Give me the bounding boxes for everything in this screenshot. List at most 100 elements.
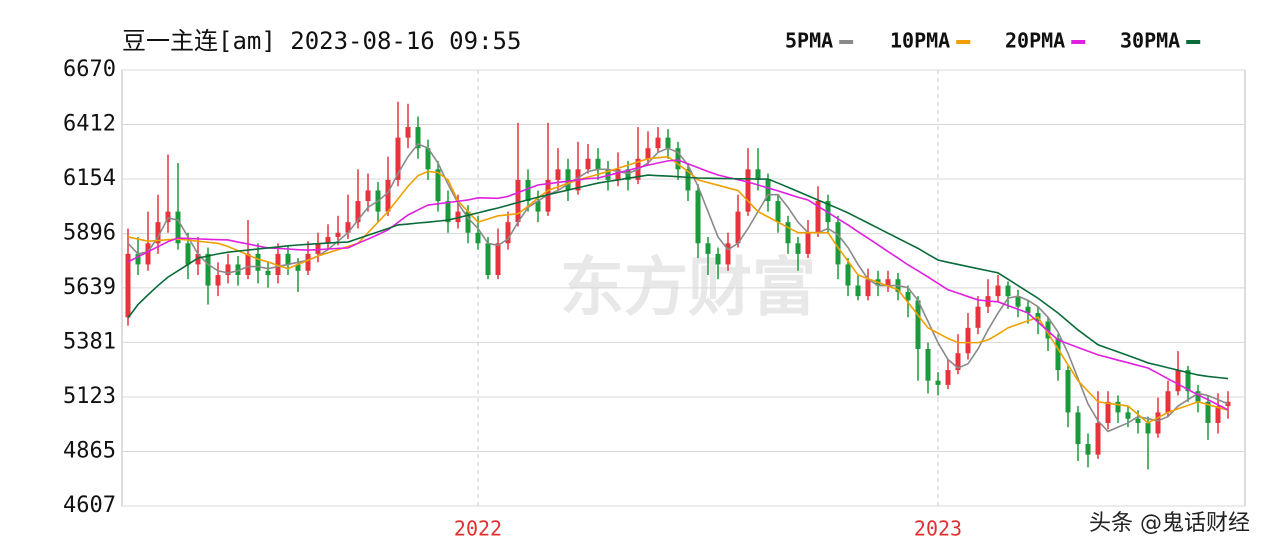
candle-body <box>955 353 961 371</box>
candle-body <box>385 179 391 212</box>
candle-body <box>275 253 281 276</box>
candle-body <box>605 169 611 180</box>
candle-body <box>455 211 461 223</box>
candle-body <box>535 201 541 212</box>
y-tick-label: 6154 <box>63 166 116 191</box>
candle-body <box>135 253 141 265</box>
candle-body <box>425 148 431 170</box>
candle-body <box>545 179 551 212</box>
candle-body <box>395 137 401 180</box>
candle-body <box>1155 412 1161 434</box>
candle-body <box>925 348 931 381</box>
candle-body <box>325 236 331 244</box>
candle-body <box>595 158 601 170</box>
candle-body <box>365 190 371 202</box>
candle-body <box>1025 306 1031 314</box>
candle-body <box>775 201 781 223</box>
chart-title: 豆一主连[am] 2023-08-16 09:55 <box>122 27 521 55</box>
candle-body <box>435 169 441 202</box>
candle-body <box>155 222 161 244</box>
candle-body <box>555 169 561 180</box>
candle-body <box>585 158 591 170</box>
legend-label: 10PMA <box>890 29 950 53</box>
candle-body <box>1105 401 1111 423</box>
candle-body <box>185 243 191 265</box>
candle-body <box>625 169 631 180</box>
candle-body <box>415 127 421 149</box>
candle-body <box>855 285 861 297</box>
candle-body <box>1185 370 1191 392</box>
candle-body <box>315 243 321 254</box>
candle-body <box>865 279 871 297</box>
candle-body <box>1055 338 1061 371</box>
legend-label: 5PMA <box>785 29 833 53</box>
candle-body <box>505 222 511 244</box>
y-tick-label: 4865 <box>63 438 116 463</box>
candle-body <box>1005 285 1011 297</box>
candle-body <box>735 211 741 244</box>
candle-body <box>525 179 531 202</box>
candle-body <box>905 291 911 301</box>
candle-body <box>495 243 501 276</box>
candle-body <box>285 253 291 265</box>
candle-body <box>1065 370 1071 413</box>
candle-body <box>1165 391 1171 413</box>
candle-body <box>225 264 231 276</box>
x-tick-label: 2023 <box>914 517 962 541</box>
candle-body <box>515 179 521 223</box>
legend-label: 30PMA <box>1120 29 1180 53</box>
y-tick-label: 5123 <box>63 384 116 409</box>
candle-body <box>1075 412 1081 445</box>
candle-body <box>645 148 651 159</box>
candle-body <box>1015 296 1021 307</box>
candle-body <box>265 270 271 276</box>
y-tick-label: 6412 <box>63 112 116 137</box>
candle-body <box>235 264 241 276</box>
candle-body <box>965 327 971 354</box>
candle-body <box>665 137 671 149</box>
candle-body <box>405 127 411 138</box>
candle-body <box>755 169 761 180</box>
candle-body <box>1095 422 1101 455</box>
candle-body <box>1215 406 1221 423</box>
candle-body <box>1125 412 1131 419</box>
candle-body <box>785 222 791 244</box>
candle-body <box>685 169 691 191</box>
candle-body <box>695 190 701 244</box>
candle-body <box>475 232 481 244</box>
y-tick-label: 5381 <box>63 329 116 354</box>
legend-label: 20PMA <box>1005 29 1065 53</box>
credit: 头条 @鬼话财经 <box>1089 511 1250 536</box>
candle-body <box>565 169 571 191</box>
candle-body <box>305 253 311 271</box>
candle-body <box>445 201 451 223</box>
candle-body <box>945 370 951 385</box>
candle-body <box>615 169 621 180</box>
candle-body <box>1135 418 1141 423</box>
candle-body <box>145 243 151 265</box>
candle-body <box>705 243 711 254</box>
candle-body <box>935 380 941 385</box>
candle-body <box>725 243 731 265</box>
candle-body <box>745 169 751 212</box>
candle-body <box>245 253 251 276</box>
candle-body <box>355 201 361 223</box>
x-tick-label: 2022 <box>454 517 502 541</box>
y-tick-label: 6670 <box>63 57 116 82</box>
candle-body <box>205 253 211 286</box>
candle-body <box>125 253 131 318</box>
candle-body <box>815 201 821 233</box>
candle-body <box>1145 422 1151 434</box>
candle-body <box>175 211 181 244</box>
candle-body <box>715 253 721 265</box>
watermark: 东方财富 <box>560 252 816 326</box>
candle-body <box>675 148 681 170</box>
ma-line <box>127 174 1229 380</box>
candle-body <box>465 211 471 233</box>
candle-body <box>1195 391 1201 402</box>
candle-body <box>1175 370 1181 392</box>
candle-body <box>1115 401 1121 413</box>
candle-body <box>255 253 261 271</box>
y-tick-label: 4607 <box>63 493 116 518</box>
